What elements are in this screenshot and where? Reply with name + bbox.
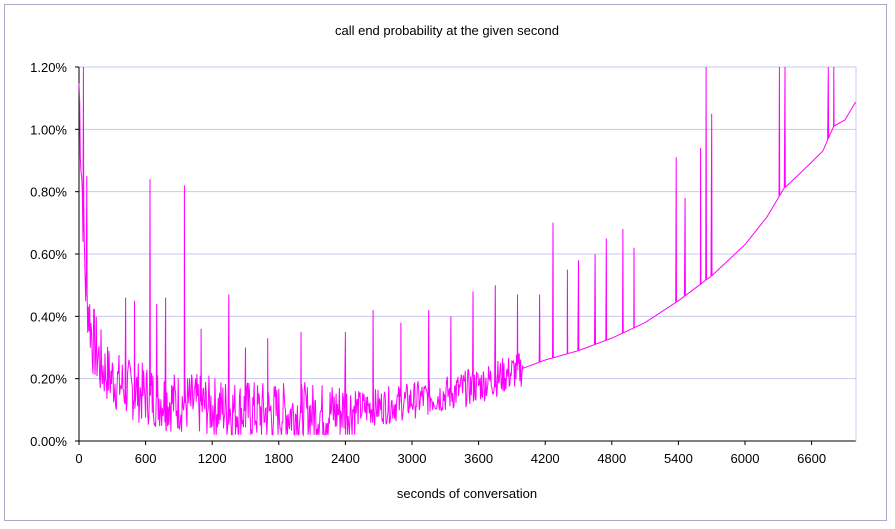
x-axis-tick-labels: 0 600 1200 1800 2400 3000 3600 4200 4800 5400 6000… [75, 441, 826, 466]
series-line [78, 66, 857, 437]
x-tick-label: 600 [135, 451, 157, 466]
x-tick-label: 3000 [398, 451, 427, 466]
y-tick-label: 1.20% [30, 60, 67, 75]
series-layer [78, 66, 857, 437]
chart-title: call end probability at the given second [335, 23, 559, 38]
chart-frame [4, 4, 887, 521]
x-tick-label: 4200 [531, 451, 560, 466]
x-tick-label: 4800 [597, 451, 626, 466]
x-axis-label: seconds of conversation [397, 486, 537, 501]
y-tick-label: 0.60% [30, 247, 67, 262]
x-tick-label: 2400 [331, 451, 360, 466]
y-axis-tick-labels: 0.00% 0.20% 0.40% 0.60% 0.80% 1.00% 1.20% [30, 60, 79, 449]
y-tick-label: 0.00% [30, 434, 67, 449]
x-tick-label: 6000 [731, 451, 760, 466]
y-tick-label: 0.80% [30, 185, 67, 200]
x-tick-label: 1200 [198, 451, 227, 466]
y-tick-label: 0.20% [30, 372, 67, 387]
y-tick-label: 0.40% [30, 309, 67, 324]
x-tick-label: 0 [75, 451, 82, 466]
x-tick-label: 3600 [464, 451, 493, 466]
x-tick-label: 1800 [264, 451, 293, 466]
x-tick-label: 5400 [664, 451, 693, 466]
x-tick-label: 6600 [797, 451, 826, 466]
gridlines [79, 66, 856, 380]
y-tick-label: 1.00% [30, 122, 67, 137]
